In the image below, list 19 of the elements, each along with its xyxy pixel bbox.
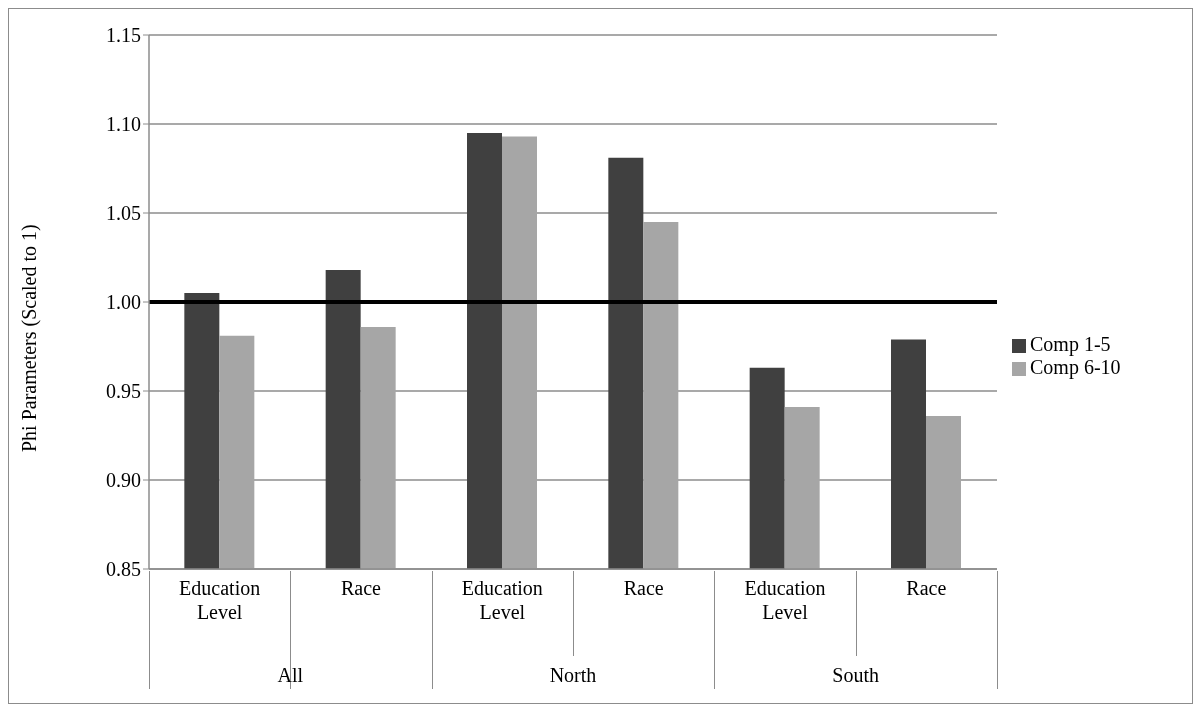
y-tick-label: 1.10 — [106, 113, 141, 136]
legend-label: Comp 1-5 — [1030, 333, 1111, 355]
y-tick-label: 1.00 — [106, 291, 141, 314]
y-tick-label: 0.90 — [106, 469, 141, 492]
x-tick-label: Education Level — [179, 577, 261, 623]
legend-label: Comp 6-10 — [1030, 356, 1121, 378]
y-tick-label: 1.05 — [106, 202, 141, 225]
y-tick-label: 1.15 — [106, 24, 141, 47]
text: North — [548, 664, 598, 687]
x-tick-label: Race — [341, 577, 382, 599]
x-tick-label: Education Level — [461, 577, 543, 623]
y-axis-title: Phi Parameters (Scaled to 1) — [18, 224, 42, 452]
y-tick-label: 0.85 — [106, 558, 141, 581]
text: South — [831, 664, 880, 687]
y-tick-label: 0.95 — [106, 380, 141, 403]
x-tick-label: Race — [623, 577, 664, 599]
text: All — [276, 664, 305, 687]
x-tick-label: Education Level — [744, 577, 826, 623]
x-tick-label: Race — [906, 577, 947, 599]
